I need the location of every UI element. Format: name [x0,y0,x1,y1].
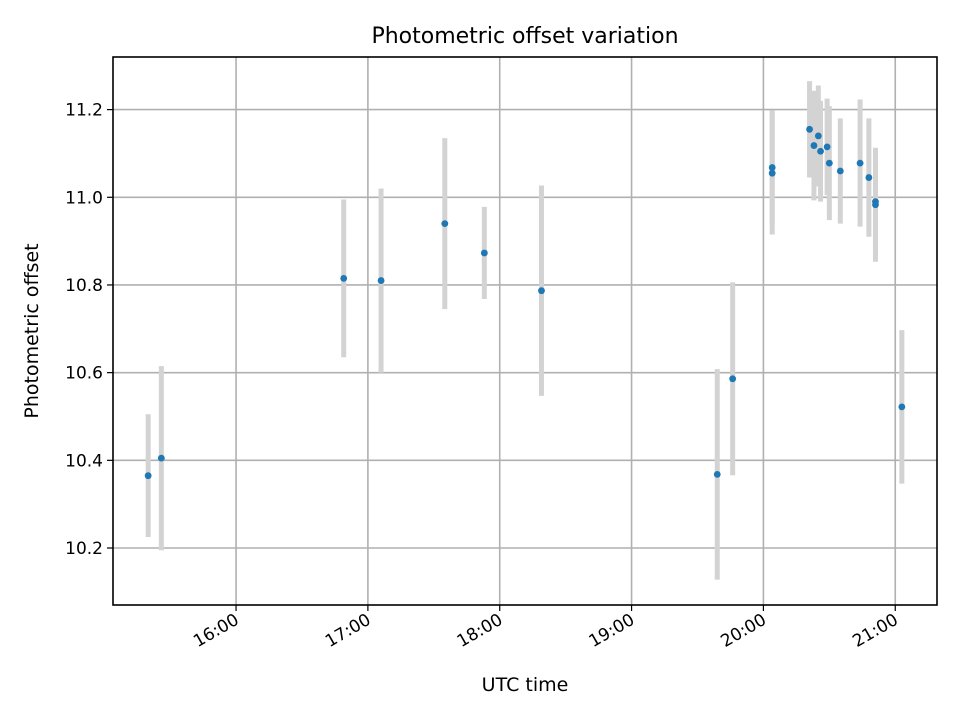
data-point [377,277,385,284]
data-points [144,125,906,480]
data-point [538,287,545,295]
data-point [157,454,165,462]
data-point [856,159,864,167]
data-point [865,174,873,181]
data-point [144,472,152,480]
data-point [823,143,831,151]
grid-layer [113,57,937,605]
data-point [814,132,822,140]
error-bars [145,81,905,580]
y-tick-label: 11.2 [65,101,103,121]
data-point [441,220,449,227]
data-point [898,403,906,411]
data-point [713,470,721,478]
y-axis-label: Photometric offset [21,243,43,418]
x-tick-label: 17:00 [322,610,374,652]
x-tick-label: 19:00 [586,610,638,652]
data-point [768,169,776,177]
data-point [729,375,737,383]
data-point [768,164,776,171]
x-tick-label: 20:00 [717,610,769,652]
data-point [836,167,844,175]
data-point [872,201,879,209]
y-tick-label: 10.4 [65,451,103,471]
axis-ticks: 16:00 17:00 18:00 19:00 20:00 21:00 10.2 10.4 10… [65,101,902,652]
x-axis-label: UTC time [482,674,569,696]
x-tick-label: 18:00 [454,610,506,652]
y-tick-label: 10.8 [65,276,103,296]
data-point [340,274,348,282]
plot-frame [112,56,938,606]
y-tick-label: 10.2 [65,539,103,559]
x-tick-label: 21:00 [849,610,901,652]
y-tick-label: 10.6 [65,364,103,384]
data-point [817,147,824,155]
x-tick-label: 16:00 [190,610,242,652]
chart-title: Photometric offset variation [371,24,678,49]
data-point [825,159,833,167]
data-point [806,125,813,133]
y-tick-label: 11.0 [65,188,103,208]
data-point [480,249,488,257]
data-point [810,142,818,149]
